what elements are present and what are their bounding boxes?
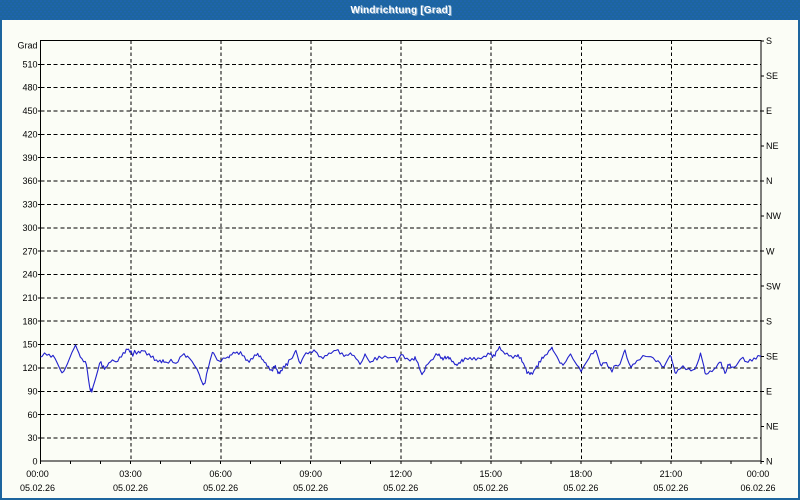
svg-text:30: 30: [27, 433, 37, 443]
svg-text:E: E: [766, 386, 772, 396]
svg-text:00:00: 00:00: [26, 469, 49, 479]
svg-text:06.02.26: 06.02.26: [740, 483, 775, 493]
svg-text:240: 240: [22, 270, 37, 280]
svg-text:150: 150: [22, 340, 37, 350]
svg-text:05.02.26: 05.02.26: [113, 483, 148, 493]
svg-text:18:00: 18:00: [570, 469, 593, 479]
svg-text:05.02.26: 05.02.26: [653, 483, 688, 493]
svg-text:90: 90: [27, 386, 37, 396]
svg-text:12:00: 12:00: [389, 469, 412, 479]
svg-text:180: 180: [22, 316, 37, 326]
svg-text:480: 480: [22, 83, 37, 93]
svg-text:03:00: 03:00: [119, 469, 142, 479]
svg-text:05.02.26: 05.02.26: [20, 483, 55, 493]
svg-text:E: E: [766, 106, 772, 116]
svg-text:420: 420: [22, 129, 37, 139]
svg-text:05.02.26: 05.02.26: [203, 483, 238, 493]
svg-text:0: 0: [32, 457, 37, 467]
svg-text:360: 360: [22, 176, 37, 186]
svg-text:Grad: Grad: [17, 41, 37, 51]
svg-text:60: 60: [27, 410, 37, 420]
svg-text:05.02.26: 05.02.26: [473, 483, 508, 493]
svg-text:09:00: 09:00: [299, 469, 322, 479]
svg-text:05.02.26: 05.02.26: [293, 483, 328, 493]
svg-text:450: 450: [22, 106, 37, 116]
svg-text:390: 390: [22, 153, 37, 163]
svg-text:300: 300: [22, 223, 37, 233]
svg-text:N: N: [766, 176, 773, 186]
svg-text:06:00: 06:00: [209, 469, 232, 479]
svg-text:SE: SE: [766, 351, 778, 361]
svg-text:270: 270: [22, 246, 37, 256]
svg-text:Windrichtung [Grad]: Windrichtung [Grad]: [351, 5, 452, 16]
svg-text:05.02.26: 05.02.26: [383, 483, 418, 493]
svg-text:00:00: 00:00: [747, 469, 770, 479]
svg-text:510: 510: [22, 59, 37, 69]
svg-text:S: S: [766, 316, 772, 326]
svg-text:330: 330: [22, 200, 37, 210]
svg-text:N: N: [766, 457, 773, 467]
svg-text:Windrichtung [Grad]: Windrichtung [Grad]: [352, 6, 453, 17]
svg-text:NE: NE: [766, 421, 779, 431]
svg-text:120: 120: [22, 363, 37, 373]
svg-text:NW: NW: [766, 211, 781, 221]
svg-text:S: S: [766, 36, 772, 46]
svg-text:21:00: 21:00: [660, 469, 683, 479]
svg-text:SW: SW: [766, 281, 781, 291]
svg-text:NE: NE: [766, 141, 779, 151]
svg-text:210: 210: [22, 293, 37, 303]
svg-text:SE: SE: [766, 71, 778, 81]
svg-text:W: W: [766, 246, 775, 256]
svg-text:15:00: 15:00: [480, 469, 503, 479]
svg-text:05.02.26: 05.02.26: [563, 483, 598, 493]
